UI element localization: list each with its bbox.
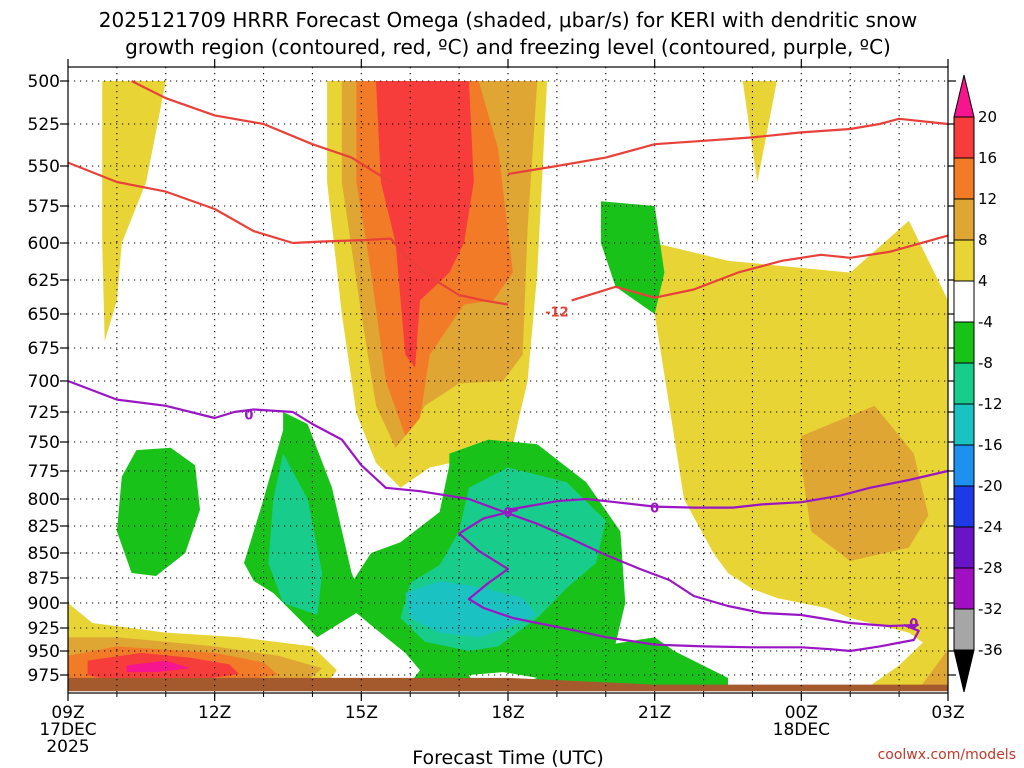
shade-yellow-upper-left (102, 81, 166, 342)
colorbar-label-2: 12 (978, 190, 997, 208)
plot-contour-labels: -12 0 0 0 0 (244, 305, 918, 632)
colorbar-label-10: -24 (978, 518, 1003, 536)
x-tick-label-18-0: 03Z (931, 703, 964, 723)
x-tick-label-0-1: 17DEC (39, 720, 96, 740)
contour-red-upper-right (507, 117, 948, 176)
colorbar-segment-9 (953, 485, 975, 528)
y-tick-label-725: 725 (28, 403, 60, 423)
x-tick-label-15-0: 00Z (785, 703, 818, 723)
colorbar-segment-4 (953, 280, 975, 323)
y-tick-label-650: 650 (28, 305, 60, 325)
colorbar-segment-10 (953, 526, 975, 569)
contour-purple-right (507, 469, 948, 511)
colorbar-segment-1 (953, 157, 975, 200)
y-tick-label-900: 900 (28, 594, 60, 614)
plot-grid (68, 67, 948, 693)
plot-contour-layer (68, 80, 948, 653)
x-tick-label-0-2: 2025 (46, 737, 89, 757)
colorbar-segment-7 (953, 403, 975, 446)
colorbar: 20 16 12 8 4 -4 -8 -12 -16 -20 -24 -28 -32 -36 (953, 74, 1003, 693)
y-tick-label-525: 525 (28, 115, 60, 135)
contour-label-2: 0 (503, 506, 512, 521)
colorbar-segment-0 (953, 116, 975, 159)
colorbar-label-0: 20 (978, 108, 997, 126)
contour-red-right-mid (571, 234, 948, 302)
shade-yellow-upper-right (742, 81, 777, 182)
y-tick-label-825: 825 (28, 517, 60, 537)
shade-magenta-lower-left (126, 660, 191, 673)
colorbar-top-arrow (953, 74, 975, 118)
y-tick-label-925: 925 (28, 619, 60, 639)
shade-green-left-small (116, 447, 200, 576)
shade-cyan-central (405, 581, 538, 638)
y-tick-label-850: 850 (28, 544, 60, 564)
shade-orange-lower-right (918, 649, 948, 690)
x-tick-label-15-1: 18DEC (773, 720, 830, 740)
chart-title-line-1: 2025121709 HRRR Forecast Omega (shaded, … (99, 8, 917, 32)
contour-red-upper (131, 80, 392, 183)
colorbar-label-12: -32 (978, 600, 1003, 618)
colorbar-segment-8 (953, 444, 975, 487)
contour-label-3: 0 (650, 502, 659, 517)
contour-label-4: 0 (909, 617, 918, 632)
colorbar-label-8: -16 (978, 436, 1003, 454)
colorbar-segment-2 (953, 198, 975, 241)
chart-title-line-2: growth region (contoured, red, ºC) and f… (125, 35, 891, 59)
y-tick-label-875: 875 (28, 569, 60, 589)
colorbar-label-4: 4 (978, 272, 988, 290)
contour-red-left-mid (68, 161, 509, 306)
shade-green-upper-right (600, 201, 665, 314)
colorbar-label-5: -4 (978, 313, 993, 331)
y-tick-label-675: 675 (28, 339, 60, 359)
x-tick-label-3-0: 12Z (198, 703, 231, 723)
x-tick-label-12-0: 21Z (638, 703, 671, 723)
colorbar-bottom-arrow (953, 649, 975, 693)
colorbar-label-7: -12 (978, 395, 1003, 413)
colorbar-segment-5 (953, 321, 975, 364)
y-tick-label-550: 550 (28, 157, 60, 177)
y-tick-label-800: 800 (28, 490, 60, 510)
contour-label-1: 0 (244, 408, 253, 423)
contour-purple-loop (458, 508, 920, 653)
x-tick-label-9-0: 18Z (491, 703, 524, 723)
y-tick-label-600: 600 (28, 234, 60, 254)
shade-red-central (376, 81, 474, 368)
watermark: coolwx.com/models (878, 747, 1016, 763)
y-tick-label-500: 500 (28, 72, 60, 92)
y-tick-label-775: 775 (28, 462, 60, 482)
shade-yellow-lower-right (864, 608, 948, 690)
y-tick-label-700: 700 (28, 372, 60, 392)
y-axis: 500 525 550 575 600 625 650 675 700 725 750 775 800 8… (28, 72, 956, 686)
y-tick-label-950: 950 (28, 642, 60, 662)
colorbar-label-6: -8 (978, 354, 993, 372)
shade-teal-mid-left (268, 453, 323, 615)
colorbar-segment-3 (953, 239, 975, 282)
y-tick-label-750: 750 (28, 433, 60, 453)
x-tick-label-0-0: 09Z (51, 703, 84, 723)
plot-shading-layer (68, 81, 948, 692)
colorbar-label-13: -36 (978, 641, 1003, 659)
colorbar-segment-12 (953, 608, 975, 651)
colorbar-segment-6 (953, 362, 975, 405)
x-axis-label: Forecast Time (UTC) (412, 747, 603, 768)
x-tick-label-6-0: 15Z (345, 703, 378, 723)
shade-orange-light-right (801, 405, 929, 561)
y-tick-label-625: 625 (28, 271, 60, 291)
colorbar-label-1: 16 (978, 149, 997, 167)
y-tick-label-975: 975 (28, 666, 60, 686)
colorbar-label-3: 8 (978, 231, 988, 249)
y-tick-label-575: 575 (28, 197, 60, 217)
colorbar-label-9: -20 (978, 477, 1003, 495)
colorbar-segment-11 (953, 567, 975, 610)
contour-label-0: -12 (545, 305, 569, 320)
ground-surface (68, 677, 948, 692)
contour-purple-upper-left (68, 379, 919, 628)
colorbar-label-11: -28 (978, 559, 1003, 577)
